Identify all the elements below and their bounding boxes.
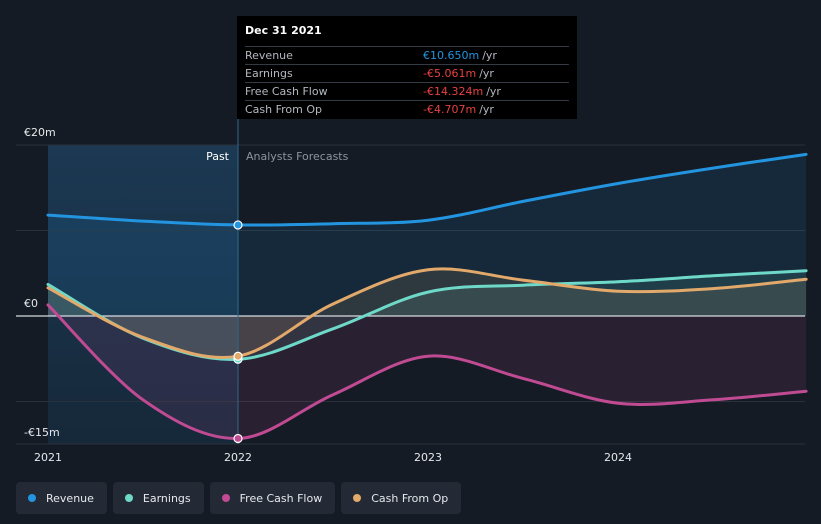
legend-item-earnings[interactable]: Earnings: [112, 482, 204, 514]
past-region: [48, 145, 238, 444]
x-tick-label: 2024: [604, 451, 632, 464]
y-tick-label: €0: [24, 297, 38, 310]
series-lines: [46, 152, 808, 441]
tooltip-value: -€4.707m: [423, 103, 477, 116]
tooltip-row-free-cash-flow: Free Cash Flow -€14.324m /yr: [245, 83, 569, 101]
tooltip-value: -€14.324m: [423, 85, 484, 98]
legend-label: Revenue: [46, 491, 94, 505]
chart: Past Analysts Forecasts €20m €0 -€15m 2021…: [16, 119, 808, 464]
tooltip-row-cash-from-op: Cash From Op -€4.707m /yr: [245, 101, 569, 118]
tooltip-unit: /yr: [482, 49, 497, 62]
past-label: Past: [206, 150, 230, 163]
line-free-cash-flow: [46, 303, 808, 441]
legend-item-revenue[interactable]: Revenue: [16, 482, 107, 514]
legend-item-cash-from-op[interactable]: Cash From Op: [341, 482, 462, 514]
legend: Revenue Earnings Free Cash Flow Cash Fro…: [16, 482, 462, 514]
tooltip-unit: /yr: [486, 85, 501, 98]
tooltip-label: Earnings: [245, 67, 293, 80]
marker-cash-from-op: [233, 351, 243, 361]
legend-dot-icon: [353, 494, 362, 502]
tooltip-value: -€5.061m: [423, 67, 477, 80]
legend-item-free-cash-flow[interactable]: Free Cash Flow: [209, 482, 336, 514]
tooltip-label: Free Cash Flow: [245, 85, 328, 98]
legend-dot-icon: [124, 494, 133, 502]
tooltip-unit: /yr: [479, 67, 494, 80]
tooltip-date: Dec 31 2021: [245, 24, 569, 47]
legend-dot-icon: [28, 494, 36, 502]
tooltip-value: €10.650m: [423, 49, 480, 62]
tooltip-label: Revenue: [245, 49, 293, 62]
x-tick-label: 2022: [224, 451, 252, 464]
x-tick-label: 2023: [414, 451, 442, 464]
marker-revenue: [233, 220, 243, 230]
x-tick-label: 2021: [34, 451, 62, 464]
legend-label: Free Cash Flow: [239, 491, 323, 505]
tooltip: Dec 31 2021 Revenue €10.650m /yr Earning…: [237, 16, 577, 119]
forecast-label: Analysts Forecasts: [246, 150, 349, 163]
legend-label: Cash From Op: [371, 491, 449, 505]
line-revenue: [46, 152, 808, 227]
highlight-markers: [233, 220, 243, 444]
y-tick-label: €20m: [24, 126, 56, 139]
y-tick-label: -€15m: [24, 426, 60, 439]
line-cash-from-op: [46, 267, 808, 360]
tooltip-unit: /yr: [479, 103, 494, 116]
legend-dot-icon: [221, 494, 230, 502]
tooltip-row-earnings: Earnings -€5.061m /yr: [245, 65, 569, 83]
tooltip-row-revenue: Revenue €10.650m /yr: [245, 47, 569, 65]
tooltip-label: Cash From Op: [245, 103, 323, 116]
y-axis-labels: €20m €0 -€15m: [24, 126, 60, 439]
legend-label: Earnings: [142, 491, 191, 505]
marker-free-cash-flow: [233, 433, 243, 444]
x-axis-labels: 2021 2022 2023 2024: [34, 451, 632, 464]
